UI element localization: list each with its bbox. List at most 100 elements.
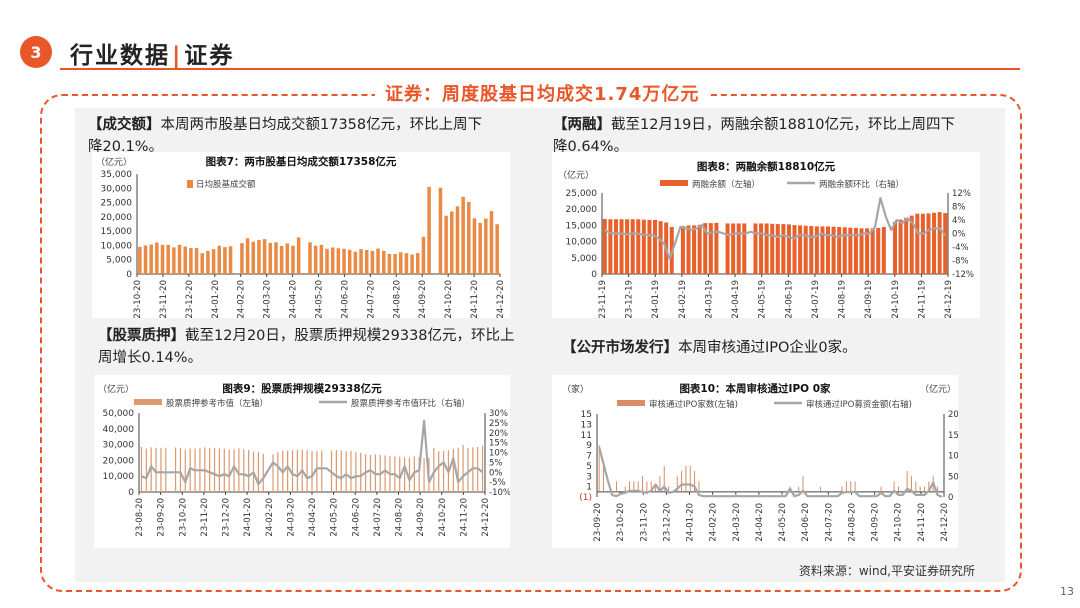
bar bbox=[262, 239, 267, 274]
bar bbox=[880, 486, 882, 492]
bar bbox=[910, 476, 912, 492]
paragraph-tag: 【两融】 bbox=[553, 117, 611, 133]
x-tick-label: 24-12-20 bbox=[940, 503, 950, 542]
chart-title: 图表8：两融余额18810亿元 bbox=[697, 160, 836, 173]
line-series bbox=[604, 196, 947, 260]
x-tick-label: 24-07-20 bbox=[824, 503, 834, 542]
y-tick-label: 0 bbox=[128, 488, 134, 498]
paragraph-ipo: 【公开市场发行】本周审核通过IPO企业0家。 bbox=[562, 337, 962, 359]
x-tick-label: 23-09-20 bbox=[593, 503, 603, 542]
bar bbox=[217, 245, 222, 274]
y-tick-label: 7 bbox=[586, 452, 592, 462]
bar bbox=[433, 447, 435, 492]
title-underline bbox=[60, 68, 1020, 70]
bar bbox=[313, 245, 318, 274]
bar bbox=[809, 226, 814, 274]
x-tick-label: 24-09-20 bbox=[416, 498, 426, 537]
bar bbox=[753, 223, 758, 274]
bar bbox=[689, 465, 691, 492]
bar bbox=[274, 242, 278, 274]
bar bbox=[200, 253, 204, 274]
bar bbox=[415, 253, 420, 274]
bar bbox=[658, 221, 663, 274]
bar bbox=[355, 452, 357, 492]
bar bbox=[731, 223, 736, 274]
x-tick-label: 24-04-20 bbox=[755, 503, 765, 542]
bar bbox=[668, 486, 670, 492]
x-tick-label: 24-07-20 bbox=[373, 498, 383, 537]
bar bbox=[865, 228, 870, 274]
bar bbox=[350, 450, 352, 492]
bar bbox=[603, 460, 605, 492]
bar bbox=[308, 242, 312, 274]
bar bbox=[138, 246, 142, 274]
bar bbox=[792, 225, 797, 274]
x-tick-label: 24-02-20 bbox=[237, 280, 247, 318]
bar bbox=[898, 219, 903, 274]
bar bbox=[321, 450, 323, 492]
x-tick-label: 24-01-20 bbox=[211, 280, 221, 318]
y-tick-label: 25,000 bbox=[566, 189, 598, 199]
x-tick-label: 24-02-20 bbox=[265, 498, 275, 537]
x-tick-label: 24-05-20 bbox=[315, 280, 325, 318]
bar bbox=[831, 226, 836, 274]
bar bbox=[277, 452, 279, 492]
y2-tick-label: 0% bbox=[952, 230, 966, 240]
bar bbox=[160, 244, 165, 274]
bar bbox=[881, 227, 886, 274]
bar bbox=[714, 222, 719, 274]
x-tick-label: 23-11-19 bbox=[598, 280, 608, 318]
unit-label-right: （亿元） bbox=[920, 383, 956, 395]
bar bbox=[859, 228, 864, 274]
bar bbox=[287, 450, 289, 492]
bar bbox=[384, 455, 386, 492]
bar bbox=[404, 253, 409, 274]
x-tick-label: 24-09-20 bbox=[418, 280, 428, 318]
bar bbox=[360, 452, 362, 492]
bar bbox=[598, 445, 600, 492]
bar bbox=[943, 213, 948, 274]
y2-tick-label: 8% bbox=[952, 203, 966, 213]
y2-tick-label: 200 bbox=[948, 410, 958, 420]
y2-tick-label: 0% bbox=[489, 468, 503, 478]
x-tick-label: 24-01-20 bbox=[686, 503, 696, 542]
unit-label-left: （亿元） bbox=[98, 383, 134, 395]
chart-title: 图表7：两市股基日均成交额17358亿元 bbox=[206, 155, 397, 168]
bar bbox=[676, 476, 678, 492]
y2-tick-label: 5% bbox=[489, 458, 503, 468]
bar bbox=[919, 486, 921, 492]
y-tick-label: 1 bbox=[586, 483, 592, 493]
bar bbox=[915, 213, 920, 274]
x-tick-label: 24-06-20 bbox=[340, 280, 350, 318]
bar bbox=[257, 240, 261, 274]
bar bbox=[764, 223, 769, 274]
bar bbox=[928, 481, 930, 492]
x-tick-label: 24-08-20 bbox=[847, 503, 857, 542]
bar bbox=[742, 223, 747, 274]
bar bbox=[335, 449, 337, 492]
legend-label: 两融余额（左轴） bbox=[692, 179, 760, 190]
bar bbox=[155, 447, 157, 492]
bar bbox=[442, 450, 445, 492]
x-tick-label: 24-04-20 bbox=[308, 498, 318, 537]
bar bbox=[399, 456, 401, 492]
bar bbox=[478, 222, 482, 274]
bar bbox=[736, 223, 741, 274]
x-tick-label: 24-07-20 bbox=[366, 280, 376, 318]
bar bbox=[653, 219, 658, 274]
bar bbox=[438, 451, 440, 492]
bar bbox=[455, 206, 460, 274]
y2-tick-label: 150 bbox=[948, 431, 958, 441]
y-tick-label: 3 bbox=[586, 472, 592, 482]
y2-tick-label: 50 bbox=[948, 472, 958, 482]
x-tick-label: 23-08-20 bbox=[135, 498, 145, 537]
bar bbox=[467, 202, 471, 274]
y2-tick-label: 20% bbox=[489, 429, 508, 439]
bar bbox=[484, 218, 488, 274]
bar bbox=[398, 252, 403, 274]
bar bbox=[172, 247, 176, 274]
bar bbox=[243, 449, 245, 492]
bar bbox=[376, 248, 380, 274]
bar bbox=[909, 215, 914, 274]
chart-8-margin-balance: 图表8：两融余额18810亿元 （亿元） 0 5,000 10,000 15,000 20,… bbox=[552, 152, 980, 318]
